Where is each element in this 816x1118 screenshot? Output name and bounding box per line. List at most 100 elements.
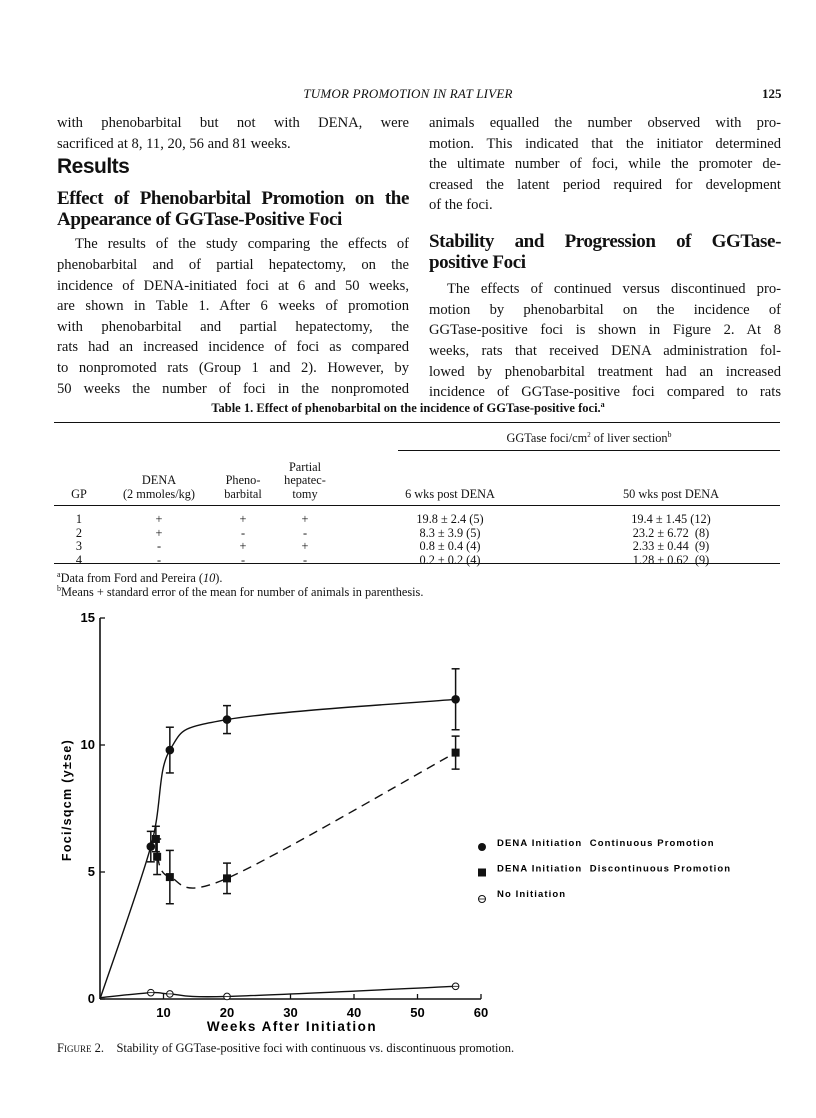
footnote-part: ). (215, 571, 223, 586)
group-header-text: of liver section (590, 431, 668, 446)
body-paragraph: The effects of continued versus disconti… (429, 279, 781, 403)
continued-paragraph: animals equalled the number observed wit… (429, 113, 781, 216)
table-group-header: GGTase foci/cm2 of liver sectionb (398, 430, 780, 446)
data-point (153, 852, 162, 861)
text-line: animals equalled the number observed wit… (429, 115, 781, 131)
legend-marker (478, 868, 486, 877)
footnote-marker: b (667, 430, 672, 439)
column-header-line: Pheno- (225, 473, 261, 487)
column-header-line: Partial (288, 459, 322, 474)
text-line: motion. This indicated that the initiato… (429, 135, 781, 152)
text-line: incidence of DENA-initiated foci at 6 an… (57, 277, 409, 294)
data-point (451, 694, 460, 704)
column-header: 50 wks post DENA (562, 455, 780, 501)
series-line (99, 985, 456, 999)
table-title: Table 1. Effect of phenobarbital on the … (0, 400, 816, 416)
table-row: 1 + + +19.8 ± 2.4 (5) 19.4 ± 1.45 (12) (54, 501, 780, 527)
y-tick-label: 15 (81, 610, 95, 625)
footnote-marker: a (600, 400, 605, 409)
text-line: phenobarbital and of partial hepatectomy… (57, 256, 409, 273)
table-row: 4 - - - 0.2 ± 0.2 (4) 1.28 ± 0.62 (9) (54, 552, 780, 568)
data-point (223, 874, 231, 883)
text-line: rats had an increased incidence of foci … (57, 339, 409, 356)
table-header-row: GP DENA (2 mmoles/kg) Pheno-barbital Parti… (54, 455, 780, 501)
x-tick-label: 10 (156, 1005, 170, 1020)
x-tick-label: 50 (410, 1005, 424, 1020)
column-header-line: (2 mmoles/kg) (122, 486, 196, 501)
text-line: Appearance of GGTase-Positive Foci (57, 208, 342, 230)
running-title: TUMOR PROMOTION IN RAT LIVER (303, 86, 513, 101)
group-header-text: GGTase foci/cm (506, 431, 588, 446)
table-cell: 19.4 ± 1.45 (12) (631, 512, 711, 526)
text-line: with phenobarbital but not with DENA, we… (57, 115, 409, 131)
x-tick-label: 40 (347, 1005, 361, 1020)
text-line: the ultimate number of foci, while the p… (429, 156, 781, 173)
table-top-rule (54, 422, 780, 424)
text-line: positive Foci (429, 251, 526, 273)
column-header: GP (54, 455, 104, 501)
subsection-title: Effect of Phenobarbital Promotion on the… (57, 187, 409, 230)
column-header-line (54, 474, 104, 488)
data-point (165, 745, 175, 755)
data-point (165, 873, 174, 882)
column-header-line: tomy (292, 486, 318, 501)
column-header-line (562, 474, 780, 488)
table-cell: - (302, 525, 308, 540)
column-header-line: GP (71, 486, 87, 501)
figure-2-chart: 10 20 30 40 50 60 0 5 10 15 DENA Initiation Conti… (60, 610, 731, 1034)
x-axis-label: Weeks After Initiation (207, 1019, 377, 1034)
table-cell: 0.2 ± 0.2 (4) (419, 552, 481, 567)
footnote-part: Means + standard error of the mean for n… (61, 585, 424, 600)
caption-text: Stability of GGTase-positive foci with c… (116, 1041, 515, 1055)
text-line: with phenobarbital and partial hepatecto… (57, 318, 409, 335)
legend-label: No Initiation (497, 889, 566, 900)
table-cell: 3 (75, 539, 83, 553)
legend-label: DENA Initiation Continuous Promotion (497, 838, 715, 849)
table-cell: + (301, 512, 309, 526)
column-header-line: barbital (224, 486, 262, 501)
column-header: Partial hepatec-tomy (272, 455, 338, 501)
data-point (451, 748, 460, 757)
table-row: 3 - + +0.8 ± 0.4 (4) 2.33 ± 0.44 (9) (54, 539, 780, 554)
table-cell: 8.3 ± 3.9 (5) (419, 525, 481, 540)
footnote-part: Data from Ford and Pereira ( (60, 571, 203, 586)
table-header-rule (54, 505, 780, 507)
text-line: lowed by phenobarbital treatment had an … (429, 363, 781, 380)
column-header-line (104, 461, 214, 475)
text-line: The results of the study comparing the e… (75, 236, 409, 253)
x-tick-label: 60 (474, 1005, 488, 1020)
table-cell: 4 (75, 552, 83, 567)
data-point (146, 842, 156, 851)
table-cell: 1 (75, 512, 83, 526)
superscript: 2 (587, 431, 591, 439)
table-cell: 19.8 ± 2.4 (5) (416, 512, 484, 526)
legend-label: DENA Initiation Discontinuous Promotion (497, 864, 731, 875)
column-header: 6 wks post DENA (338, 455, 562, 501)
table-cell: - (156, 552, 162, 567)
text-line: Stability and Progression of GGTase- (429, 230, 781, 252)
column-header: Pheno-barbital (214, 455, 272, 501)
footnote-part: a (57, 570, 61, 579)
table-cell: - (240, 525, 246, 540)
table-cell: + (155, 525, 163, 540)
table-row: 2 + - - 8.3 ± 3.9 (5) 23.2 ± 6.72 (8) (54, 525, 780, 541)
column-header-line (338, 474, 562, 488)
text-line: of the foci. (429, 197, 493, 214)
series-line (156, 752, 456, 889)
table-cell: - (156, 539, 162, 553)
text-line: motion by phenobarbital on the incidence… (429, 301, 781, 318)
data-table: GP DENA (2 mmoles/kg) Pheno-barbital Parti… (54, 455, 780, 567)
intro-paragraph: with phenobarbital but not with DENA, we… (57, 113, 409, 154)
column-header: DENA (2 mmoles/kg) (104, 455, 214, 501)
column-header-line (214, 461, 272, 475)
legend-marker (478, 843, 486, 851)
table-group-rule (398, 450, 780, 451)
table-cell: 23.2 ± 6.72 (8) (632, 525, 710, 540)
y-tick-label: 5 (88, 864, 95, 879)
figure-label: Figure 2. (57, 1041, 104, 1055)
text-line: incidence of GGTase-positive foci compar… (429, 384, 781, 401)
column-header-line (338, 461, 562, 475)
section-title: Results (57, 155, 130, 179)
figure-caption: Figure 2. Stability of GGTase-positive f… (57, 1041, 514, 1056)
column-header-line: 6 wks post DENA (405, 486, 495, 501)
